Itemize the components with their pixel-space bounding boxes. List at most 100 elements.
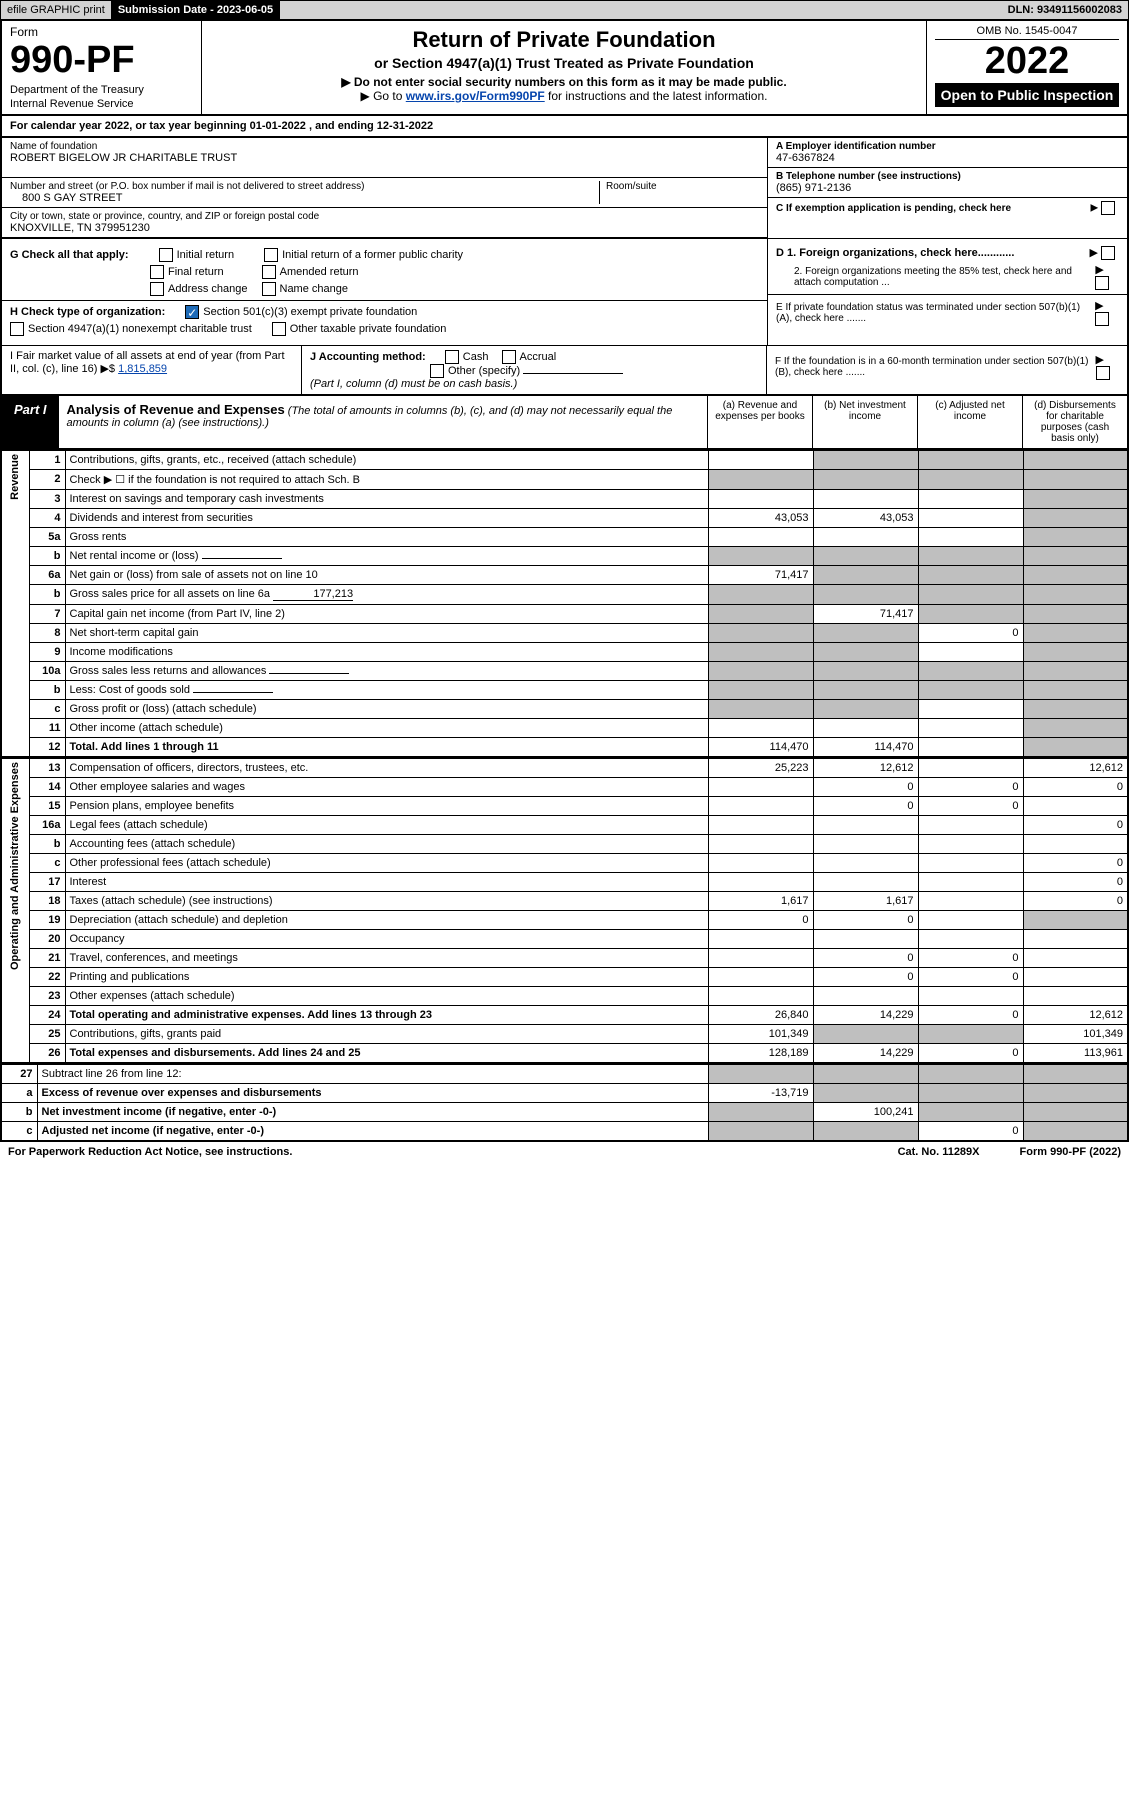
form-note-1: ▶ Do not enter social security numbers o… xyxy=(222,75,906,89)
line-number: 23 xyxy=(29,987,65,1006)
checks-block: G Check all that apply: Initial return I… xyxy=(0,238,1129,345)
form990pf-link[interactable]: www.irs.gov/Form990PF xyxy=(406,89,545,103)
cell-grey xyxy=(918,1025,1023,1044)
line-desc: Contributions, gifts, grants paid xyxy=(65,1025,708,1044)
form-subtitle: or Section 4947(a)(1) Trust Treated as P… xyxy=(222,55,906,71)
other-method-checkbox[interactable] xyxy=(430,364,444,378)
cell-grey xyxy=(708,1065,813,1084)
cell-grey xyxy=(813,1122,918,1142)
expenses-table: Operating and Administrative Expenses13C… xyxy=(0,758,1129,1064)
501c3-label: Section 501(c)(3) exempt private foundat… xyxy=(203,306,417,318)
amended-return-checkbox[interactable] xyxy=(262,265,276,279)
e-checkbox[interactable] xyxy=(1095,312,1109,326)
cell-value xyxy=(813,816,918,835)
line-number: 15 xyxy=(29,797,65,816)
cell-value xyxy=(918,719,1023,738)
cell-value xyxy=(708,968,813,987)
g-label: G Check all that apply: xyxy=(10,249,129,261)
line-number: 24 xyxy=(29,1006,65,1025)
line-number: 16a xyxy=(29,816,65,835)
cell-grey xyxy=(1023,1065,1128,1084)
form-ref: Form 990-PF (2022) xyxy=(1020,1146,1121,1158)
line-desc: Interest on savings and temporary cash i… xyxy=(65,490,708,509)
cell-value: 0 xyxy=(813,911,918,930)
line-number: 9 xyxy=(29,643,65,662)
cell-value xyxy=(813,873,918,892)
open-to-public: Open to Public Inspection xyxy=(935,83,1119,107)
cell-value xyxy=(813,835,918,854)
line-desc: Taxes (attach schedule) (see instruction… xyxy=(65,892,708,911)
cell-grey xyxy=(1023,700,1128,719)
cell-value: 0 xyxy=(1023,873,1128,892)
line-desc: Occupancy xyxy=(65,930,708,949)
cell-grey xyxy=(708,681,813,700)
cell-value xyxy=(708,797,813,816)
cash-checkbox[interactable] xyxy=(445,350,459,364)
line-desc: Other professional fees (attach schedule… xyxy=(65,854,708,873)
4947-checkbox[interactable] xyxy=(10,322,24,336)
f-checkbox[interactable] xyxy=(1096,366,1110,380)
side-label: Operating and Administrative Expenses xyxy=(1,759,29,1064)
d2-row: 2. Foreign organizations meeting the 85%… xyxy=(776,263,1119,290)
omb-number: OMB No. 1545-0047 xyxy=(935,25,1119,40)
cell-grey xyxy=(1023,662,1128,681)
other-taxable-checkbox[interactable] xyxy=(272,322,286,336)
cell-value xyxy=(1023,987,1128,1006)
cash-label: Cash xyxy=(463,351,489,363)
final-return-label: Final return xyxy=(168,266,224,278)
initial-former-checkbox[interactable] xyxy=(264,248,278,262)
cell-grey xyxy=(813,700,918,719)
cell-grey xyxy=(918,1065,1023,1084)
cell-grey xyxy=(918,1084,1023,1103)
cell-value xyxy=(918,700,1023,719)
cell-value: 0 xyxy=(918,1044,1023,1064)
cell-value: 0 xyxy=(813,949,918,968)
cell-value: 101,349 xyxy=(708,1025,813,1044)
tax-year: 2022 xyxy=(935,40,1119,83)
address-change-checkbox[interactable] xyxy=(150,282,164,296)
cell-value: 113,961 xyxy=(1023,1044,1128,1064)
line-desc: Gross sales price for all assets on line… xyxy=(65,585,708,605)
cell-value: 26,840 xyxy=(708,1006,813,1025)
final-return-checkbox[interactable] xyxy=(150,265,164,279)
line-desc: Total. Add lines 1 through 11 xyxy=(65,738,708,758)
line-number: b xyxy=(29,681,65,700)
cell-value xyxy=(813,987,918,1006)
cell-value: 0 xyxy=(918,1122,1023,1142)
cell-value xyxy=(1023,835,1128,854)
phone-value: (865) 971-2136 xyxy=(776,182,1119,194)
city-cell: City or town, state or province, country… xyxy=(2,208,767,238)
501c3-checkbox[interactable]: ✓ xyxy=(185,305,199,319)
line-number: b xyxy=(29,547,65,566)
d1-checkbox[interactable] xyxy=(1101,246,1115,260)
efile-label[interactable]: efile GRAPHIC print xyxy=(1,1,112,19)
accrual-checkbox[interactable] xyxy=(502,350,516,364)
d2-label: 2. Foreign organizations meeting the 85%… xyxy=(776,266,1095,288)
cell-value xyxy=(708,854,813,873)
exemption-checkbox[interactable] xyxy=(1101,201,1115,215)
cell-grey xyxy=(813,624,918,643)
line-number: 21 xyxy=(29,949,65,968)
col-c-head: (c) Adjusted net income xyxy=(917,396,1022,448)
cell-value: 12,612 xyxy=(1023,1006,1128,1025)
initial-return-checkbox[interactable] xyxy=(159,248,173,262)
page-footer: For Paperwork Reduction Act Notice, see … xyxy=(0,1142,1129,1162)
name-change-checkbox[interactable] xyxy=(262,282,276,296)
cell-value: 0 xyxy=(813,968,918,987)
line-desc: Net gain or (loss) from sale of assets n… xyxy=(65,566,708,585)
cell-grey xyxy=(813,566,918,585)
line-desc: Compensation of officers, directors, tru… xyxy=(65,759,708,778)
cell-grey xyxy=(708,700,813,719)
d1-label: D 1. Foreign organizations, check here..… xyxy=(776,247,1014,259)
cell-value xyxy=(708,930,813,949)
cell-value xyxy=(918,759,1023,778)
cell-value: 0 xyxy=(918,949,1023,968)
line-number: 13 xyxy=(29,759,65,778)
cell-grey xyxy=(1023,719,1128,738)
cell-value: 1,617 xyxy=(708,892,813,911)
d2-checkbox[interactable] xyxy=(1095,276,1109,290)
line-desc: Travel, conferences, and meetings xyxy=(65,949,708,968)
city-label: City or town, state or province, country… xyxy=(10,211,759,222)
line-number: 11 xyxy=(29,719,65,738)
cell-value: 128,189 xyxy=(708,1044,813,1064)
